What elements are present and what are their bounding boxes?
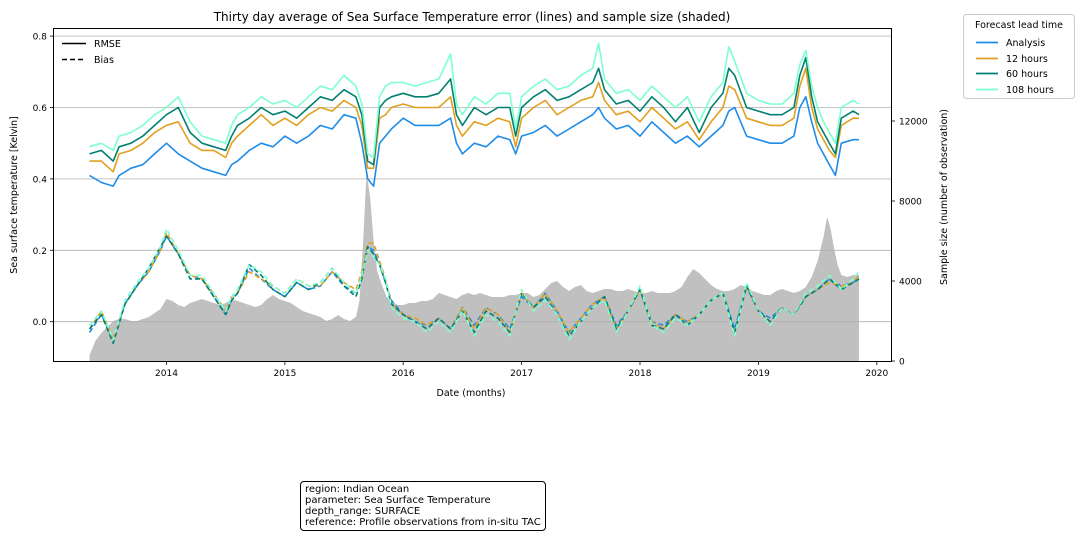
x-axis-ticks: 2014 2015 2016 2017 2018 2019 2020 [155,361,889,379]
legend-label-analysis: Analysis [1006,38,1045,49]
series-lines [88,42,860,345]
info-region: region: Indian Ocean [305,484,410,495]
lead-time-legend: Forecast lead time Analysis 12 hours 60 … [963,14,1075,99]
y-tick-label: 0.4 [33,175,48,185]
style-legend: RMSE Bias [62,39,121,66]
sample-size-area [89,173,859,361]
y-tick-label: 0.2 [33,247,47,257]
rmse-legend-label: RMSE [94,39,121,50]
y-axis-ticks: 0.0 0.2 0.4 0.6 0.8 [33,33,54,328]
plot-frame [53,28,892,362]
series-line-60-hours-bias [88,235,860,345]
y2-tick-label: 0 [899,358,905,368]
x-tick-label: 2020 [865,369,888,379]
x-tick-label: 2017 [510,369,533,379]
legend-frame [963,14,1075,99]
info-depth-range: depth_range: SURFACE [305,506,421,517]
y-tick-label: 0.0 [33,318,48,328]
y-tick-label: 0.6 [33,104,48,114]
x-tick-label: 2019 [747,369,770,379]
y2-tick-label: 8000 [899,198,922,208]
series-line-108-hours-bias [88,228,860,341]
x-tick-label: 2018 [629,369,652,379]
x-tick-label: 2015 [273,369,296,379]
info-reference: reference: Profile observations from in-… [305,517,541,528]
x-tick-label: 2014 [155,369,178,379]
y2-tick-label: 12000 [899,118,928,128]
legend-label-12-hours: 12 hours [1006,54,1048,65]
y2-tick-label: 4000 [899,278,922,288]
gridlines [54,35,891,323]
legend-label-108-hours: 108 hours [1006,85,1054,96]
x-axis-label: Date (months) [437,388,506,399]
legend-title: Forecast lead time [975,20,1063,31]
x-tick-label: 2016 [392,369,415,379]
y-tick-label: 0.8 [33,33,48,43]
y2-axis-ticks: 0 4000 8000 12000 [891,118,928,368]
y2-axis-label: Sample size (number of observation) [939,109,950,285]
info-box: region: Indian Ocean parameter: Sea Surf… [300,481,546,531]
series-line-108-hours-rmse [89,42,860,159]
y-axis-label: Sea surface temperature [Kelvin] [9,116,20,274]
bias-legend-label: Bias [94,55,114,66]
sample-size-area-layer [89,173,859,361]
series-line-12-hours-rmse [89,67,859,173]
legend-label-60-hours: 60 hours [1006,69,1048,80]
chart-title: Thirty day average of Sea Surface Temper… [213,10,731,24]
series-line-analysis-rmse [89,96,859,187]
series-line-60-hours-rmse [89,56,860,166]
info-parameter: parameter: Sea Surface Temperature [305,495,491,506]
